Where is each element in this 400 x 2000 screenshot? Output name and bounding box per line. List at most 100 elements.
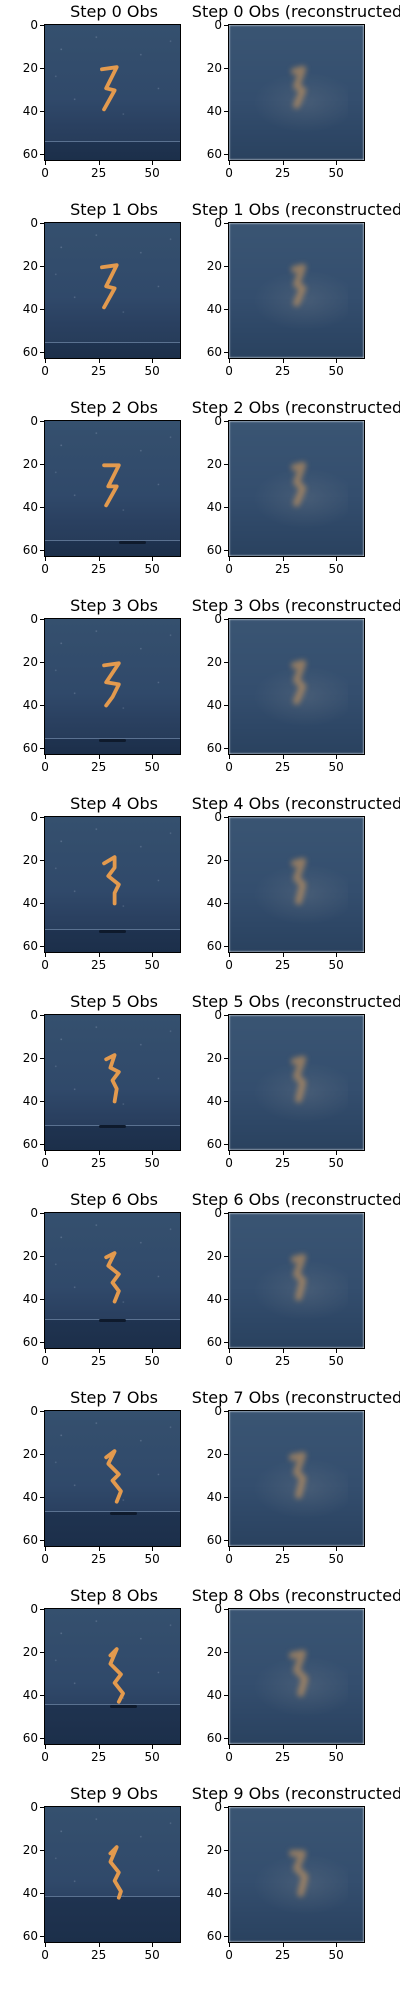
y-tick-mark (224, 421, 228, 423)
x-tick-mark (282, 1943, 284, 1947)
y-tick-label: 40 (22, 1291, 38, 1306)
x-tick-mark (152, 359, 154, 363)
y-tick-mark (224, 1255, 228, 1257)
scene-floor (45, 1511, 180, 1546)
obs-title: Step 6 Obs (70, 1190, 158, 1209)
y-tick-label: 40 (22, 1687, 38, 1702)
scene-speckle (45, 421, 180, 556)
y-tick-mark (40, 265, 44, 267)
y-tick-label: 40 (206, 697, 222, 712)
x-tick-label: 50 (328, 958, 344, 972)
y-tick-mark (40, 223, 44, 225)
x-tick-label: 25 (274, 1948, 291, 1962)
x-tick-mark (336, 755, 338, 759)
y-tick-label: 0 (30, 612, 38, 627)
reconstructed-title: Step 4 Obs (reconstructed (191, 794, 400, 813)
y-tick-mark (40, 1737, 44, 1739)
x-tick-mark (152, 1151, 154, 1155)
reconstructed-image (228, 816, 365, 953)
y-tick-mark (40, 1453, 44, 1455)
x-tick-mark (98, 953, 100, 957)
y-tick-mark (40, 1935, 44, 1937)
y-tick-mark (40, 1298, 44, 1300)
y-tick-label: 0 (30, 414, 38, 429)
x-tick-label: 0 (225, 166, 233, 180)
digit-stroke (104, 1251, 121, 1304)
y-tick-label: 40 (206, 1489, 222, 1504)
y-tick-mark (224, 1849, 228, 1851)
x-tick-label: 0 (225, 958, 233, 972)
x-tick-mark (45, 1943, 47, 1947)
y-tick-mark (40, 1892, 44, 1894)
x-tick-label: 50 (328, 1750, 344, 1764)
y-tick-mark (40, 902, 44, 904)
y-tick-mark (40, 1057, 44, 1059)
y-tick-mark (224, 1651, 228, 1653)
obs-title: Step 4 Obs (70, 794, 158, 813)
y-tick-mark (40, 463, 44, 465)
y-tick-label: 0 (214, 414, 222, 429)
x-tick-label: 50 (144, 958, 160, 972)
x-tick-label: 50 (328, 1948, 344, 1962)
x-tick-label: 0 (41, 958, 49, 972)
y-tick-mark (224, 1539, 228, 1541)
x-tick-mark (98, 557, 100, 561)
x-tick-mark (152, 1745, 154, 1749)
x-tick-mark (45, 953, 47, 957)
digit-stroke (100, 65, 119, 112)
y-tick-label: 20 (206, 1248, 222, 1263)
y-tick-label: 40 (22, 1885, 38, 1900)
y-tick-mark (40, 1411, 44, 1413)
y-tick-label: 40 (22, 301, 38, 316)
y-tick-mark (224, 265, 228, 267)
reconstructed-title: Step 3 Obs (reconstructed (191, 596, 400, 615)
y-tick-label: 0 (214, 216, 222, 231)
x-tick-mark (336, 1745, 338, 1749)
y-tick-label: 0 (30, 1206, 38, 1221)
y-tick-label: 20 (206, 1050, 222, 1065)
x-tick-label: 25 (90, 760, 107, 774)
y-tick-label: 0 (30, 18, 38, 33)
x-tick-mark (152, 1349, 154, 1353)
reconstructed-title: Step 7 Obs (reconstructed (191, 1388, 400, 1407)
reconstructed-image (228, 618, 365, 755)
y-tick-label: 60 (22, 1532, 38, 1547)
scene-background (229, 817, 364, 952)
y-tick-mark (40, 945, 44, 947)
obs-title: Step 5 Obs (70, 992, 158, 1011)
y-tick-label: 40 (206, 1885, 222, 1900)
y-tick-label: 0 (214, 1206, 222, 1221)
observation-image (44, 24, 181, 161)
x-tick-mark (336, 1349, 338, 1353)
digit-shadow (99, 1319, 126, 1323)
y-tick-label: 40 (206, 1291, 222, 1306)
y-tick-label: 60 (206, 1334, 222, 1349)
y-tick-mark (224, 67, 228, 69)
x-tick-label: 50 (144, 562, 160, 576)
x-tick-label: 0 (225, 1750, 233, 1764)
y-tick-label: 60 (22, 146, 38, 161)
x-tick-mark (336, 953, 338, 957)
digit-stroke (291, 65, 307, 109)
y-tick-label: 0 (30, 1008, 38, 1023)
x-tick-mark (98, 161, 100, 165)
x-tick-label: 25 (90, 364, 107, 378)
y-tick-label: 60 (22, 1928, 38, 1943)
reconstructed-image (228, 1410, 365, 1547)
x-tick-label: 0 (41, 1552, 49, 1566)
scene-background (229, 421, 364, 556)
y-tick-label: 0 (30, 810, 38, 825)
y-tick-mark (224, 25, 228, 27)
digit-shadow (109, 1704, 137, 1708)
x-tick-mark (45, 557, 47, 561)
y-tick-mark (40, 1100, 44, 1102)
x-tick-mark (98, 755, 100, 759)
y-tick-label: 0 (30, 1602, 38, 1617)
y-tick-label: 60 (206, 740, 222, 755)
y-tick-mark (40, 1143, 44, 1145)
digit-stroke (291, 857, 307, 905)
x-tick-mark (229, 1943, 231, 1947)
scene-background (229, 1609, 364, 1744)
x-tick-mark (282, 1745, 284, 1749)
scene-background (229, 1807, 364, 1942)
